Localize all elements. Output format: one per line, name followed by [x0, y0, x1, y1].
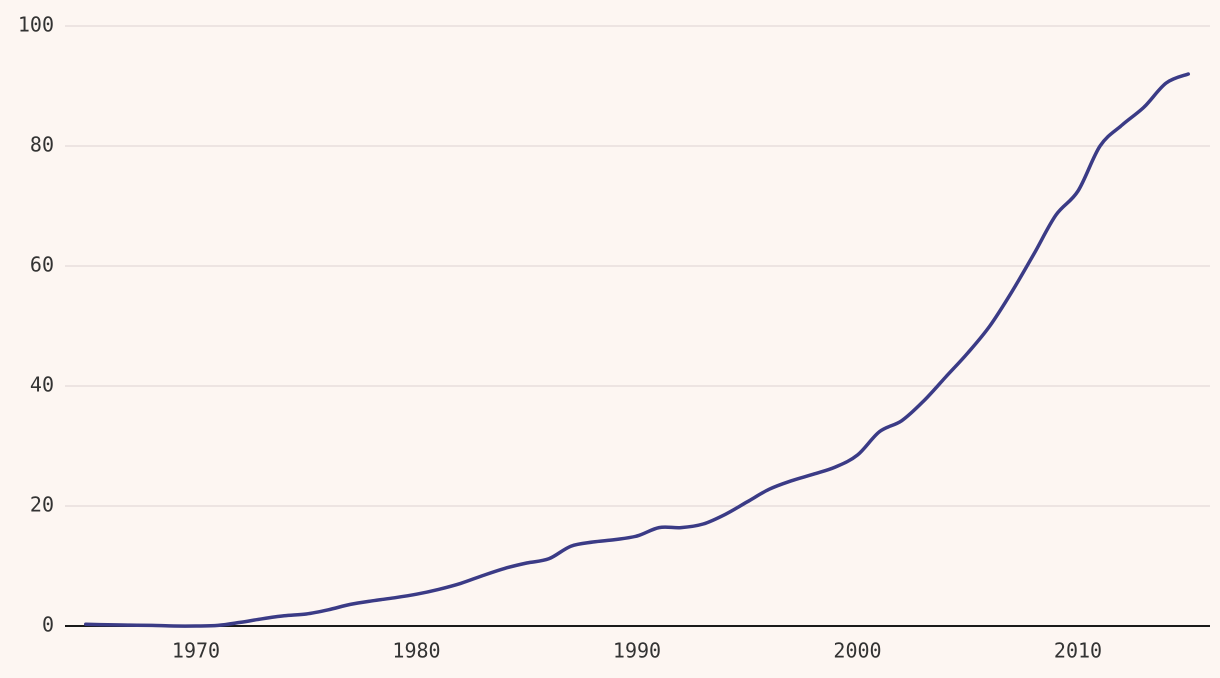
x-axis-ticks: 1970 1980 1990 2000 2010 [172, 639, 1102, 663]
y-tick-label: 0 [42, 613, 54, 637]
x-tick-label: 2010 [1054, 639, 1102, 663]
y-tick-label: 60 [30, 253, 54, 277]
x-tick-label: 1980 [392, 639, 440, 663]
series-line-0 [84, 72, 1190, 628]
y-tick-label: 100 [18, 13, 54, 37]
x-tick-label: 1990 [613, 639, 661, 663]
gridlines [65, 25, 1210, 507]
y-tick-label: 40 [30, 373, 54, 397]
series-group [84, 72, 1190, 628]
y-tick-label: 80 [30, 133, 54, 157]
x-tick-label: 2000 [833, 639, 881, 663]
y-axis-ticks: 0 20 40 60 80 100 [18, 13, 54, 637]
x-tick-label: 1970 [172, 639, 220, 663]
y-tick-label: 20 [30, 493, 54, 517]
